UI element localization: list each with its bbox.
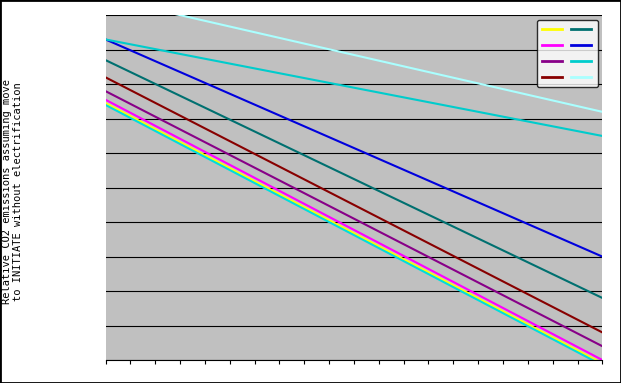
Text: Relative CO2 emissions assuming move
to INITIATE without electrification: Relative CO2 emissions assuming move to … (2, 79, 23, 304)
Legend: , , , , , , , : , , , , , , , (537, 20, 597, 87)
